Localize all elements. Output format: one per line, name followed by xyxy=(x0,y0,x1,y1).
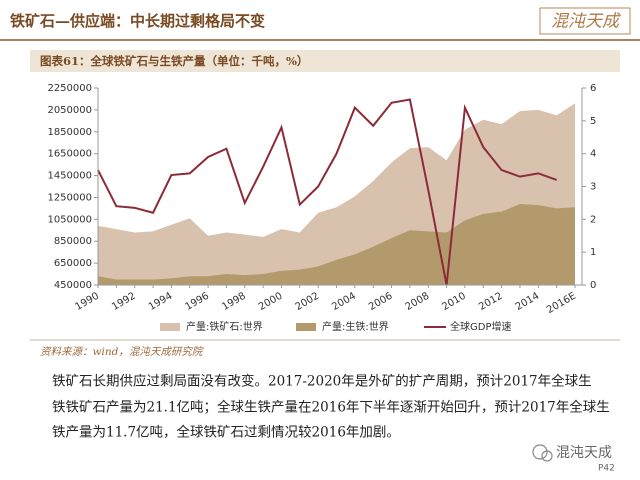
slide-title: 铁矿石—供应端：中长期过剩格局不变 xyxy=(10,12,265,30)
y-tick-label: 1450000 xyxy=(47,171,92,182)
y-tick-label: 1050000 xyxy=(47,214,92,225)
legend-swatch xyxy=(160,323,180,331)
wechat-icon xyxy=(532,444,548,460)
logo-box xyxy=(539,7,631,35)
y2-tick-label: 2 xyxy=(590,214,596,225)
y-tick-label: 650000 xyxy=(54,258,92,269)
y-tick-label: 1850000 xyxy=(47,127,92,138)
y2-tick-label: 4 xyxy=(590,149,596,160)
legend-label: 产量:铁矿石:世界 xyxy=(186,320,263,333)
x-tick-label: 2012 xyxy=(477,291,505,313)
y-tick-label: 450000 xyxy=(54,280,92,291)
wechat-icon xyxy=(541,450,553,462)
legend-label: 产量:生铁:世界 xyxy=(322,320,389,333)
x-tick-label: 2008 xyxy=(404,291,432,313)
body-line: 铁矿石长期供应过剩局面没有改变。2017-2020年是外矿的扩产周期，预计201… xyxy=(52,373,592,390)
y2-tick-label: 3 xyxy=(590,182,596,193)
chart-title: 图表61：全球铁矿石与生铁产量（单位：千吨，%） xyxy=(40,54,308,68)
x-tick-label: 2014 xyxy=(514,291,542,313)
y2-tick-label: 0 xyxy=(590,280,596,291)
y-tick-label: 850000 xyxy=(54,236,92,247)
chart-title-box xyxy=(30,50,620,72)
y-tick-label: 1650000 xyxy=(47,149,92,160)
x-tick-label: 2010 xyxy=(440,291,468,313)
y-tick-label: 2050000 xyxy=(47,105,92,116)
x-tick-label: 2004 xyxy=(330,291,358,313)
area xyxy=(98,204,575,285)
x-tick-label: 2002 xyxy=(294,291,322,313)
y2-tick-label: 5 xyxy=(590,116,596,127)
x-tick-label: 2000 xyxy=(257,291,285,313)
x-tick-label: 1990 xyxy=(73,291,101,313)
y-tick-label: 1250000 xyxy=(47,192,92,203)
logo: 混沌天成 xyxy=(551,12,622,32)
body-line: 铁产量为11.7亿吨，全球铁矿石过剩情况较2016年加剧。 xyxy=(52,424,400,441)
legend-swatch xyxy=(296,323,316,331)
source: 资料来源：wind，混沌天成研究院 xyxy=(40,346,204,358)
watermark: 混沌天成 xyxy=(556,445,612,461)
x-tick-label: 1994 xyxy=(147,291,175,313)
page-number: P42 xyxy=(598,464,615,474)
body-line: 铁铁矿石产量为21.1亿吨；全球生铁产量在2016年下半年逐渐开始回升，预计20… xyxy=(52,399,610,416)
x-tick-label: 1998 xyxy=(220,291,248,313)
x-tick-label: 2006 xyxy=(367,291,395,313)
y2-tick-label: 1 xyxy=(590,247,596,258)
x-tick-label: 1992 xyxy=(110,291,138,313)
x-tick-label: 1996 xyxy=(184,291,212,313)
x-tick-label: 2016E xyxy=(545,291,578,316)
line xyxy=(97,98,557,286)
legend-label: 全球GDP增速 xyxy=(450,320,511,333)
y2-tick-label: 6 xyxy=(590,83,596,94)
plot: 450000 650000 850000 1050000 1250000 1450000 1… xyxy=(47,83,596,333)
y-tick-label: 2250000 xyxy=(47,83,92,94)
